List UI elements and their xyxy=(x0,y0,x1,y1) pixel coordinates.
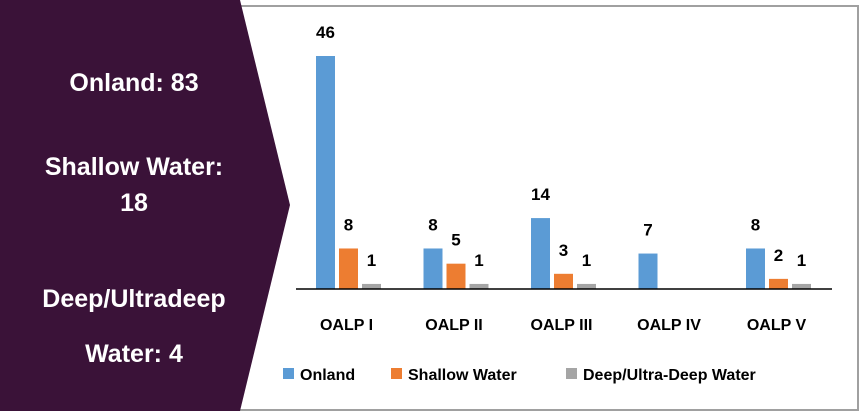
bar-onland-oalp-iii xyxy=(531,218,550,289)
x-tick-label: OALP V xyxy=(747,317,807,334)
x-tick-label: OALP IV xyxy=(637,317,701,334)
legend-entry: Shallow Water xyxy=(408,367,517,384)
data-label: 46 xyxy=(316,23,335,42)
legend-entry: Deep/Ultra-Deep Water xyxy=(583,367,756,384)
bar-onland-oalp-i xyxy=(316,56,335,289)
data-label: 5 xyxy=(451,231,460,250)
summary-arrow-shape xyxy=(0,0,290,411)
bar-shallow-water-oalp-ii xyxy=(446,263,466,289)
bar-onland-oalp-iv xyxy=(638,253,658,289)
data-label: 8 xyxy=(428,215,437,234)
legend-swatch xyxy=(283,368,294,379)
data-label: 1 xyxy=(797,251,806,270)
data-label: 1 xyxy=(474,251,483,270)
bar-deep-ultra-deep-water-oalp-i xyxy=(362,283,381,289)
shallow-total-line1: Shallow Water: xyxy=(44,153,224,181)
data-label: 2 xyxy=(774,246,783,265)
bar-deep-ultra-deep-water-oalp-ii xyxy=(469,283,489,289)
shallow-total-line2: 18 xyxy=(120,189,148,217)
onland-total: Onland: 83 xyxy=(69,69,199,97)
legend-entry: Onland xyxy=(300,367,355,384)
data-label: 14 xyxy=(531,185,550,204)
bar-shallow-water-oalp-i xyxy=(339,248,358,289)
bar-onland-oalp-v xyxy=(746,248,765,289)
legend-swatch xyxy=(566,368,577,379)
legend-swatch xyxy=(391,368,402,379)
bar-deep-ultra-deep-water-oalp-v xyxy=(792,283,811,289)
summary-panel: Onland: 83 Shallow Water: 18 Deep/Ultrad… xyxy=(0,0,290,411)
deep-total-line1: Deep/Ultradeep xyxy=(42,285,226,313)
data-label: 8 xyxy=(344,215,353,234)
data-label: 1 xyxy=(582,251,591,270)
data-label: 1 xyxy=(367,251,376,270)
bar-shallow-water-oalp-iii xyxy=(554,273,573,289)
data-label: 8 xyxy=(751,215,760,234)
bar-deep-ultra-deep-water-oalp-iii xyxy=(577,283,596,289)
deep-total-line2: Water: 4 xyxy=(85,340,183,368)
data-label: 7 xyxy=(643,221,652,240)
x-tick-label: OALP II xyxy=(425,317,483,334)
x-tick-label: OALP III xyxy=(531,317,593,334)
bar-onland-oalp-ii xyxy=(423,248,443,289)
data-label: 3 xyxy=(559,241,568,260)
x-tick-label: OALP I xyxy=(320,317,373,334)
bar-shallow-water-oalp-v xyxy=(769,278,788,289)
